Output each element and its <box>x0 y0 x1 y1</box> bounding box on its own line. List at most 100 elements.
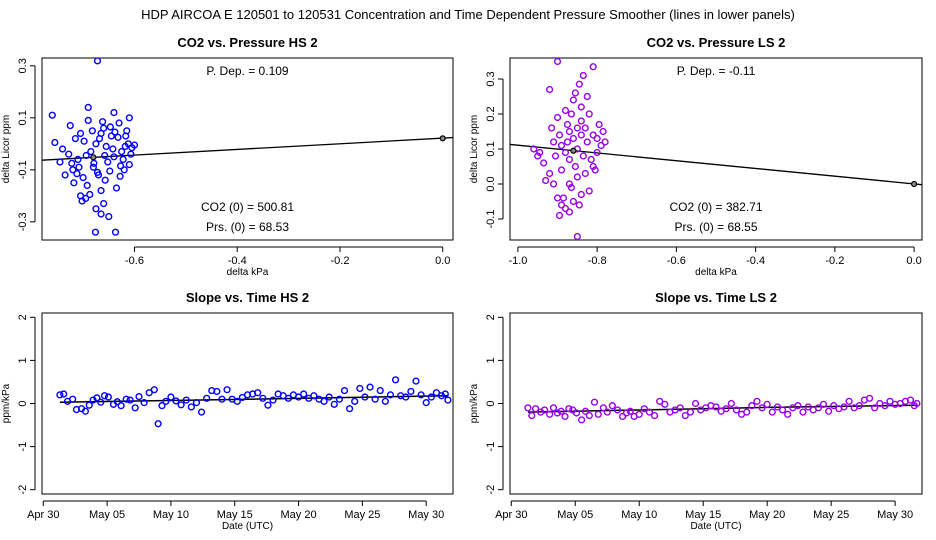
data-point <box>254 389 262 397</box>
data-point <box>549 404 558 412</box>
data-point <box>557 201 566 209</box>
data-point <box>686 408 695 416</box>
data-point <box>150 386 158 394</box>
data-layer <box>510 58 922 240</box>
data-point <box>577 190 585 199</box>
data-point <box>122 395 130 403</box>
data-point <box>95 135 104 143</box>
y-tick-label: -1 <box>17 442 29 452</box>
data-point <box>573 232 581 240</box>
data-point <box>187 403 195 411</box>
data-point <box>573 173 581 181</box>
data-point <box>565 155 574 164</box>
data-point <box>640 405 648 413</box>
data-point <box>577 131 585 139</box>
data-point <box>113 398 121 406</box>
data-point <box>81 407 89 415</box>
data-point <box>69 395 77 403</box>
data-point <box>269 396 277 404</box>
data-point <box>599 404 608 412</box>
data-point <box>542 176 550 185</box>
data-point <box>581 407 590 415</box>
panel-3: Slope vs. Time HS 2 Apr 30 May 05 May 10 May… <box>1 290 454 532</box>
annotation-pressure-dependence: P. Dep. = 0.109 <box>206 64 289 78</box>
data-point <box>595 120 603 129</box>
x-tick-label: 0.0 <box>906 255 921 267</box>
data-point <box>116 172 124 180</box>
data-point <box>182 396 190 404</box>
data-point <box>585 110 593 118</box>
data-point <box>126 396 134 404</box>
data-point <box>561 148 570 157</box>
y-tick-label: 0.0 <box>485 176 497 191</box>
data-point <box>422 399 430 407</box>
data-point <box>444 396 452 404</box>
data-point <box>599 127 607 136</box>
data-point <box>330 400 338 408</box>
data-point <box>97 210 105 218</box>
y-tick-label: 0 <box>17 400 29 406</box>
data-point <box>259 394 267 402</box>
data-point <box>865 394 874 402</box>
data-point <box>540 159 548 167</box>
data-point <box>546 169 554 178</box>
data-point <box>145 389 153 397</box>
data-point <box>154 420 162 428</box>
data-point <box>356 384 364 393</box>
data-point <box>748 402 756 410</box>
data-point <box>555 131 564 139</box>
data-point <box>579 71 587 80</box>
x-tick-label: -0.8 <box>588 255 607 267</box>
y-tick-label: 0.3 <box>17 58 29 73</box>
data-point <box>111 128 119 136</box>
chart-title: CO2 vs. Pressure LS 2 <box>647 35 786 50</box>
data-point <box>536 148 544 157</box>
data-point <box>110 108 118 117</box>
data-point <box>549 180 558 188</box>
data-point <box>386 391 395 399</box>
data-point <box>567 110 576 118</box>
y-axis-label: delta Licor ppm <box>1 115 12 183</box>
x-tick-label: -1.0 <box>508 255 527 267</box>
data-point <box>391 376 400 384</box>
data-point <box>118 148 126 156</box>
x-axis-label: delta kPa <box>695 267 737 278</box>
data-point <box>48 111 56 119</box>
data-point <box>778 406 787 414</box>
data-point <box>223 386 231 394</box>
x-tick-label: -0.4 <box>746 255 765 267</box>
data-point <box>106 167 114 175</box>
data-point <box>162 397 170 405</box>
data-point <box>591 166 599 174</box>
data-point <box>71 135 79 143</box>
data-point <box>100 200 108 208</box>
data-point <box>540 406 549 414</box>
data-point <box>218 395 226 403</box>
x-tick-label: May 25 <box>813 509 849 521</box>
data-point <box>110 153 118 161</box>
intercept-point <box>439 135 446 142</box>
data-point <box>407 387 415 396</box>
chart-title: Slope vs. Time HS 2 <box>186 290 309 305</box>
x-tick-label: May 20 <box>281 509 317 521</box>
data-point <box>351 397 359 405</box>
data-point <box>601 138 609 146</box>
data-point <box>109 145 117 153</box>
data-point <box>622 409 631 417</box>
data-point <box>773 403 782 411</box>
panel-1: CO2 vs. Pressure HS 2 -0.6 -0.4 -0.2 0.0 delt… <box>1 35 454 278</box>
data-point <box>531 405 540 413</box>
intercept-point <box>570 147 577 154</box>
data-point <box>131 404 139 412</box>
x-tick-label: Apr 30 <box>495 509 527 521</box>
data-point <box>122 132 130 140</box>
data-point <box>125 114 133 122</box>
data-point <box>284 394 292 402</box>
data-point <box>768 408 776 416</box>
data-point <box>89 163 97 171</box>
data-point <box>553 113 562 122</box>
data-point <box>112 184 121 192</box>
y-axis-label: delta Licor ppm <box>469 115 480 183</box>
data-point <box>581 169 589 178</box>
